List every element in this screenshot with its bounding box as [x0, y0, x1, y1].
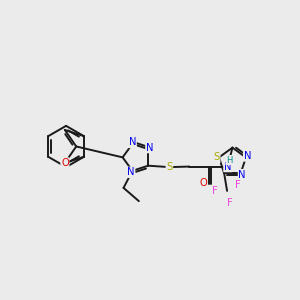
Text: S: S [214, 152, 220, 162]
Text: O: O [200, 178, 207, 188]
Text: N: N [244, 151, 251, 161]
Text: F: F [212, 187, 218, 196]
Text: N: N [146, 142, 153, 153]
Text: N: N [129, 137, 136, 147]
Text: F: F [227, 198, 233, 208]
Text: S: S [166, 162, 172, 172]
Text: N: N [127, 167, 135, 177]
Text: N: N [224, 162, 231, 172]
Text: H: H [226, 156, 232, 165]
Text: N: N [238, 170, 246, 180]
Text: F: F [236, 180, 241, 190]
Text: O: O [61, 158, 69, 168]
